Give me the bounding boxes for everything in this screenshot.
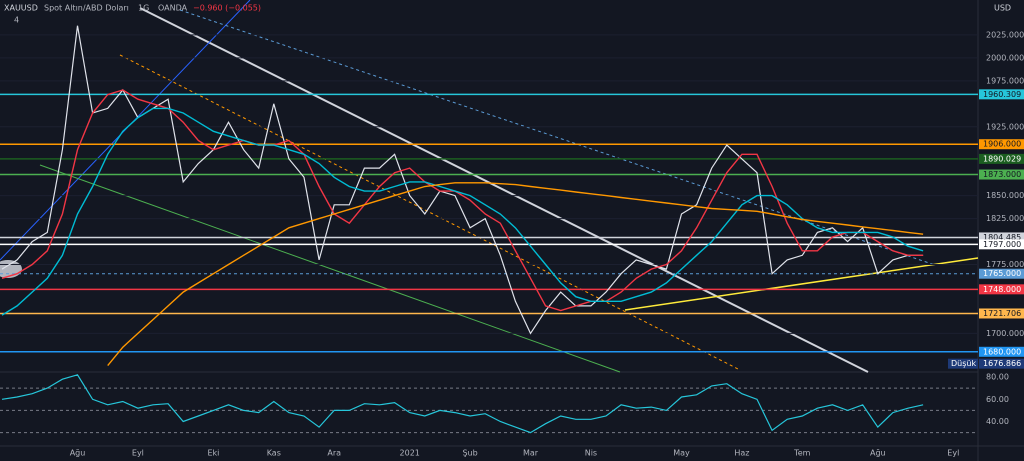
x-tick-label: 2021 <box>400 449 420 458</box>
x-tick-label: Tem <box>793 449 810 458</box>
trendline <box>179 9 936 266</box>
x-tick-label: Ağu <box>870 449 886 458</box>
level-label: 1765.000 <box>983 269 1021 278</box>
level-label: 1890.029 <box>983 154 1021 163</box>
moving-average <box>1 107 924 316</box>
moving-average <box>107 182 924 367</box>
level-label-box <box>979 139 1024 150</box>
trendline <box>39 164 621 373</box>
level-label: 1748.000 <box>983 285 1021 294</box>
indicator-count: 4 <box>14 16 19 25</box>
y-tick-label: 1975.000 <box>986 76 1024 85</box>
change: −0.960 (−0.055) <box>193 4 261 13</box>
x-tick-label: Ağu <box>70 449 86 458</box>
x-tick-label: Eyl <box>947 449 959 458</box>
level-label: 1721.706 <box>983 309 1021 318</box>
level-label-box <box>979 239 1024 250</box>
rsi-tick-label: 60.00 <box>986 395 1009 404</box>
interval: 1G <box>138 4 149 13</box>
y-tick-label: 1775.000 <box>986 260 1024 269</box>
level-tag: Düşük <box>951 359 976 368</box>
level-label-box <box>979 308 1024 319</box>
level-label: 1680.000 <box>983 347 1021 356</box>
level-label: 1873.000 <box>983 170 1021 179</box>
source: OANDA <box>158 4 188 13</box>
moving-average <box>1 89 924 312</box>
currency: USD <box>994 4 1011 13</box>
x-tick-label: Haz <box>734 449 749 458</box>
level-label-box <box>979 346 1024 357</box>
level-label-box <box>979 153 1024 164</box>
level-label-box <box>979 284 1024 295</box>
level-label-box <box>979 232 1024 243</box>
trendline <box>139 7 869 373</box>
level-label-box <box>979 89 1024 100</box>
level-label: 1960.309 <box>983 90 1021 99</box>
level-label: 1906.000 <box>983 140 1021 149</box>
x-tick-label: Ara <box>327 449 341 458</box>
y-tick-label: 1825.000 <box>986 214 1024 223</box>
y-tick-label: 1850.000 <box>986 191 1024 200</box>
price-line <box>1 25 924 335</box>
trendline <box>119 54 741 371</box>
trendline <box>624 257 979 311</box>
x-tick-label: Şub <box>462 449 477 458</box>
level-label-box <box>979 169 1024 180</box>
y-tick-label: 2025.000 <box>986 30 1024 39</box>
x-tick-label: Mar <box>523 449 539 458</box>
level-label-box <box>979 358 1024 369</box>
y-tick-label: 1925.000 <box>986 122 1024 131</box>
level-label-box <box>979 268 1024 279</box>
x-tick-label: May <box>673 449 690 458</box>
x-tick-label: Kas <box>267 449 281 458</box>
y-tick-label: 2000.000 <box>986 53 1024 62</box>
level-label: 1797.000 <box>983 240 1021 249</box>
x-tick-label: Nis <box>585 449 597 458</box>
rsi-line <box>1 374 924 434</box>
instrument-name: Spot Altın/ABD Doları <box>44 4 129 13</box>
level-label: 1676.866 <box>983 359 1021 368</box>
rsi-tick-label: 80.00 <box>986 373 1009 382</box>
x-tick-label: Eyl <box>132 449 144 458</box>
symbol: XAUUSD <box>4 4 38 13</box>
level-label: 1804.485 <box>983 233 1021 242</box>
rsi-tick-label: 40.00 <box>986 417 1009 426</box>
level-tag-box <box>948 358 978 369</box>
x-tick-label: Eki <box>207 449 219 458</box>
y-tick-label: 1700.000 <box>986 329 1024 338</box>
